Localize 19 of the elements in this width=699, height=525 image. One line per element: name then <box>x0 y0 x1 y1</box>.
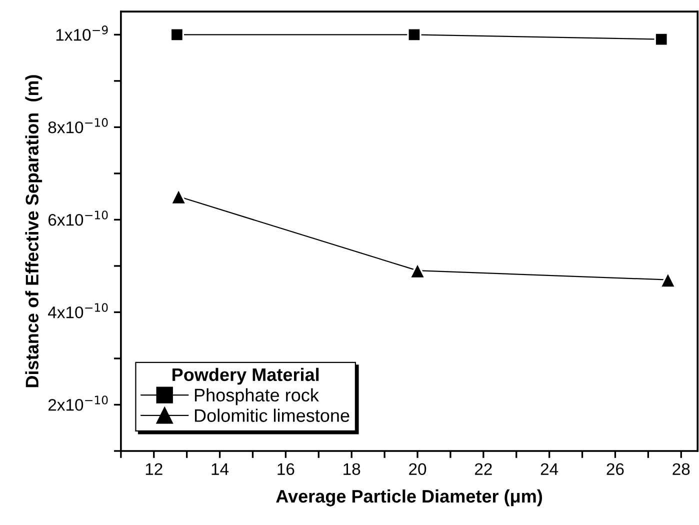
y-axis-title: Distance of Effective Separation (m) <box>25 75 42 388</box>
x-tick-label: 14 <box>212 463 229 475</box>
x-tick-label: 12 <box>146 463 162 475</box>
legend-label: Dolomitic limestone <box>194 408 350 422</box>
x-tick-label: 24 <box>540 463 558 475</box>
y-tick-label: 4x10$^{−10}$ <box>48 303 108 318</box>
y-tick-label: 6x10$^{−10}$ <box>48 210 108 226</box>
legend-title: Powdery Material <box>172 368 319 385</box>
x-tick-label: 16 <box>278 463 294 476</box>
x-tick-label: 18 <box>344 463 360 476</box>
x-tick-label: 26 <box>606 463 624 476</box>
y-tick-label: 8x10$^{−10}$ <box>48 118 108 134</box>
y-tick-label: 2x10$^{−10}$ <box>48 396 108 411</box>
legend-label: Phosphate rock <box>194 388 319 406</box>
x-axis-title: Average Particle Diameter (μm) <box>276 489 542 506</box>
x-tick-label: 28 <box>672 463 690 476</box>
x-tick-label: 22 <box>474 463 492 475</box>
x-tick-label: 20 <box>409 463 426 476</box>
y-tick-label: 1x10$^{−9}$ <box>56 26 108 41</box>
